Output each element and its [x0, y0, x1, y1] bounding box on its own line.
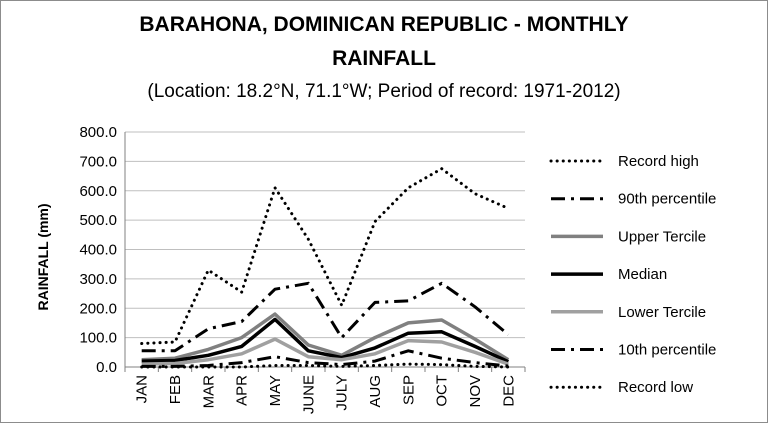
y-tick-label: 0.0: [96, 359, 117, 376]
y-tick-label: 800.0: [79, 124, 117, 141]
legend-label: Record low: [618, 379, 693, 396]
axes: [124, 132, 526, 372]
x-tick-label: JULY: [334, 375, 351, 411]
x-tick-label: APR: [234, 375, 251, 406]
series-line-90th-percentile: [141, 281, 510, 353]
legend-label: Median: [618, 266, 667, 283]
y-axis-label: RAINFALL (mm): [35, 203, 51, 310]
x-tick-label: OCT: [434, 375, 451, 407]
y-tick-label: 100.0: [79, 330, 117, 347]
y-tick-labels: 0.0 100.0 200.0 300.0 400.0 500.0 600.0 700.0 80…: [79, 124, 117, 376]
chart-title-line1: BARAHONA, DOMINICAN REPUBLIC - MONTHLY: [139, 13, 628, 36]
legend: Record high 90th percentile Upper Tercile M…: [549, 153, 716, 396]
x-tick-labels: JAN FEB MAR APR MAY JUNE JULY AUG SEP OCT NOV DEC: [134, 375, 518, 414]
legend-label: Upper Tercile: [618, 228, 706, 245]
x-tick-label: JUNE: [300, 375, 317, 414]
gridlines: [125, 131, 525, 339]
y-tick-label: 700.0: [79, 153, 117, 170]
x-tick-label: NOV: [467, 375, 484, 408]
y-tick-label: 600.0: [79, 183, 117, 200]
chart-title-line2: RAINFALL: [332, 47, 436, 70]
series-lines: [140, 167, 510, 369]
y-tick-label: 300.0: [79, 271, 117, 288]
y-tick-label: 500.0: [79, 212, 117, 229]
series-line-record-low: [140, 362, 510, 369]
series-line-upper-tercile: [141, 312, 510, 362]
series-line-median: [141, 317, 510, 364]
x-tick-label: MAY: [267, 375, 284, 406]
y-tick-label: 200.0: [79, 300, 117, 317]
legend-label: 90th percentile: [618, 191, 716, 208]
x-tick-label: JAN: [134, 375, 151, 403]
x-tick-label: SEP: [400, 375, 417, 405]
x-tick-label: FEB: [167, 375, 184, 404]
y-tick-label: 400.0: [79, 242, 117, 259]
legend-label: Lower Tercile: [618, 304, 706, 321]
chart-subtitle: (Location: 18.2°N, 71.1°W; Period of rec…: [147, 81, 620, 102]
series-line-record-high: [140, 167, 510, 345]
x-tick-label: AUG: [367, 375, 384, 408]
legend-label: Record high: [618, 153, 699, 170]
series-line-lower-tercile: [141, 337, 509, 366]
legend-label: 10th percentile: [618, 342, 716, 359]
x-tick-label: DEC: [500, 375, 517, 407]
x-tick-label: MAR: [200, 375, 217, 409]
